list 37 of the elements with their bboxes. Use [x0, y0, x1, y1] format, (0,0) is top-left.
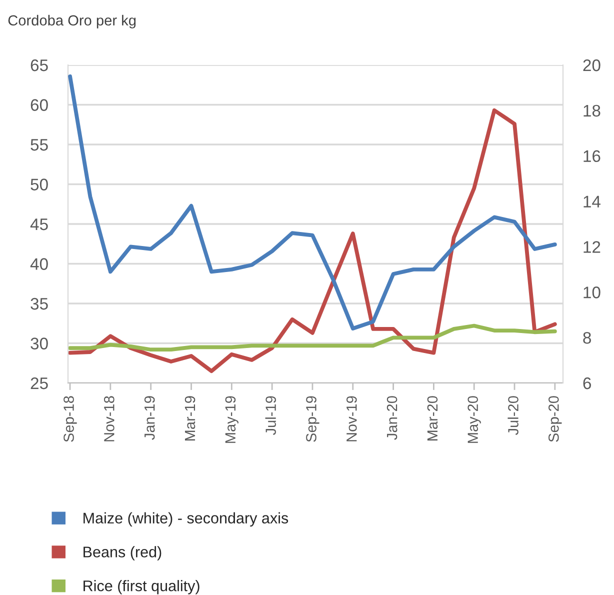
x-tick-label: Mar-20 — [427, 396, 438, 440]
y-tick-label: 65 — [30, 59, 48, 72]
x-tick-label: Jul-20 — [508, 396, 518, 435]
y-tick-label: 50 — [30, 178, 48, 190]
x-tick-label: Jul-19 — [265, 396, 276, 435]
y-tick-label: 60 — [30, 99, 48, 111]
y-tick-label: 40 — [30, 258, 48, 270]
legend-label: Rice (first quality) — [84, 580, 200, 594]
y2-tick-label: 14 — [584, 196, 600, 208]
y2-tick-label: 20 — [583, 59, 600, 72]
y2-tick-label: 12 — [584, 241, 600, 253]
legend-label: Maize (white) - secondary axis — [84, 512, 288, 527]
y-tick-label: 25 — [30, 377, 48, 390]
y2-tick-label: 18 — [584, 104, 600, 117]
line-series — [68, 74, 557, 330]
x-tick-label: Mar-19 — [184, 396, 196, 440]
x-tick-label: Sep-19 — [306, 396, 320, 442]
x-tick-label: Jan-20 — [386, 396, 398, 440]
x-tick-label: Sep-18 — [64, 396, 77, 442]
x-tick-label: May-20 — [468, 396, 481, 443]
legend-label: Beans (red) — [84, 546, 162, 560]
line-series — [68, 108, 557, 374]
x-tick-label: May-19 — [225, 396, 238, 443]
x-tick-label: Jan-19 — [144, 396, 155, 440]
y2-tick-label: 10 — [584, 286, 600, 298]
y2-tick-label: 16 — [584, 150, 600, 162]
y-tick-label: 55 — [30, 139, 48, 151]
x-tick-label: Nov-18 — [104, 396, 114, 442]
y2-tick-label: 8 — [583, 332, 591, 344]
line-series — [68, 324, 557, 352]
y-axis-title: Cordoba Oro per kg — [8, 14, 136, 28]
y-tick-label: 35 — [30, 298, 48, 310]
y-tick-label: 45 — [30, 218, 48, 230]
y2-tick-label: 6 — [583, 377, 591, 390]
x-tick-label: Sep-20 — [548, 396, 562, 442]
x-tick-label: Nov-19 — [346, 396, 357, 442]
y-tick-label: 30 — [30, 338, 48, 350]
